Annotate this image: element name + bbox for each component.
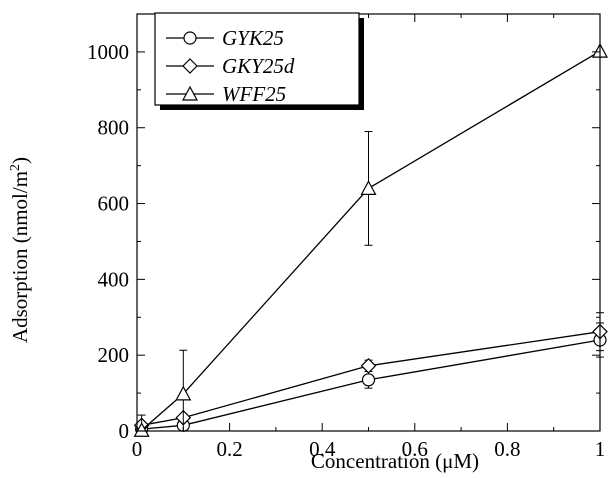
legend-marker-GKY25d [182,58,198,74]
x-tick-label: 0.4 [309,437,336,461]
data-point-WFF25 [175,385,192,401]
data-point-GYK25 [361,373,376,387]
legend-items: GYK25 GKY25d WFF25 [166,26,295,106]
y-tick-label: 400 [98,267,130,291]
series-GKY25d [133,312,608,434]
legend-marker-GYK25 [183,31,197,45]
data-point-WFF25 [360,180,377,195]
y-tick-label: 800 [98,116,130,140]
legend-label-GKY25d: GKY25d [222,54,295,78]
legend-label-WFF25: WFF25 [222,82,286,106]
series-line-GKY25d [141,331,601,426]
x-axis-title: Concentration (μM) [311,449,479,473]
x-tick-label: 1 [595,437,606,461]
y-tick-label: 1000 [87,40,129,64]
plot-area [133,13,608,437]
data-point-GKY25d [360,357,377,374]
legend: GYK25 GKY25d WFF25 [154,12,364,110]
y-axis-title-superscript: 2 [8,164,23,171]
y-tick-label: 0 [119,419,130,443]
legend-label-GYK25: GYK25 [222,26,284,50]
x-tick-label: 0 [132,437,143,461]
legend-marker-WFF25 [181,85,199,101]
series-layer [133,42,608,437]
ticks-layer: 0 0.2 0.4 0.6 0.8 1 0 200 400 600 800 1000 [87,40,605,461]
y-tick-label: 600 [98,192,130,216]
data-point-WFF25 [133,421,150,437]
y-axis-title: Adsorption (nmol/m2) [8,157,32,343]
axes-layer [136,13,601,432]
y-axis-title-main: Adsorption (nmol/m [8,171,32,343]
x-tick-label: 0.2 [216,437,242,461]
series-GYK25 [135,322,607,436]
y-tick-label: 200 [98,343,130,367]
x-tick-label: 0.6 [402,437,428,461]
x-tick-label: 0.8 [494,437,520,461]
y-axis-title-end: ) [8,157,32,164]
series-line-GYK25 [141,339,601,430]
series-line-WFF25 [141,50,601,431]
